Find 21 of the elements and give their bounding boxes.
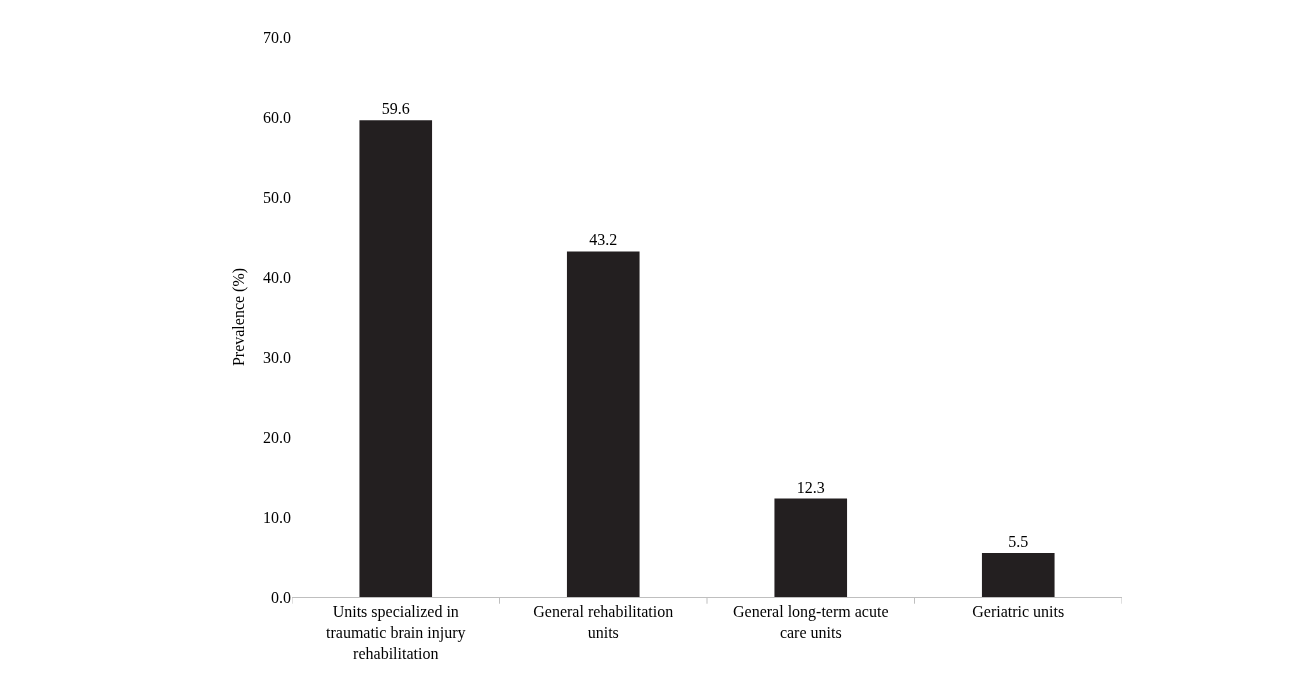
y-tick-label: 30.0 xyxy=(263,348,291,366)
y-tick-label: 0.0 xyxy=(271,588,291,606)
bar xyxy=(566,251,640,597)
y-tick-label: 10.0 xyxy=(263,508,291,526)
bar xyxy=(359,120,433,597)
y-tick-label: 40.0 xyxy=(263,268,291,286)
bar xyxy=(774,498,848,597)
y-axis-title: Prevalence (%) xyxy=(229,267,248,367)
x-tick-label: Geriatric units xyxy=(972,603,1065,621)
y-tick-label: 50.0 xyxy=(263,188,291,206)
y-tick-label: 20.0 xyxy=(263,428,291,446)
data-label: 12.3 xyxy=(796,478,825,496)
y-tick-label: 60.0 xyxy=(263,108,291,126)
y-tick-label: 70.0 xyxy=(263,28,291,46)
x-tick-label: General long-term acute care units xyxy=(733,603,889,641)
x-tick-label: Units specialized in traumatic brain injury rehabilitation xyxy=(325,603,466,662)
bar xyxy=(981,553,1055,597)
data-label: 43.2 xyxy=(589,231,618,249)
data-label: 59.6 xyxy=(381,100,410,118)
data-label: 5.5 xyxy=(1008,533,1029,550)
x-tick-label: General rehabilitation units xyxy=(533,603,674,641)
